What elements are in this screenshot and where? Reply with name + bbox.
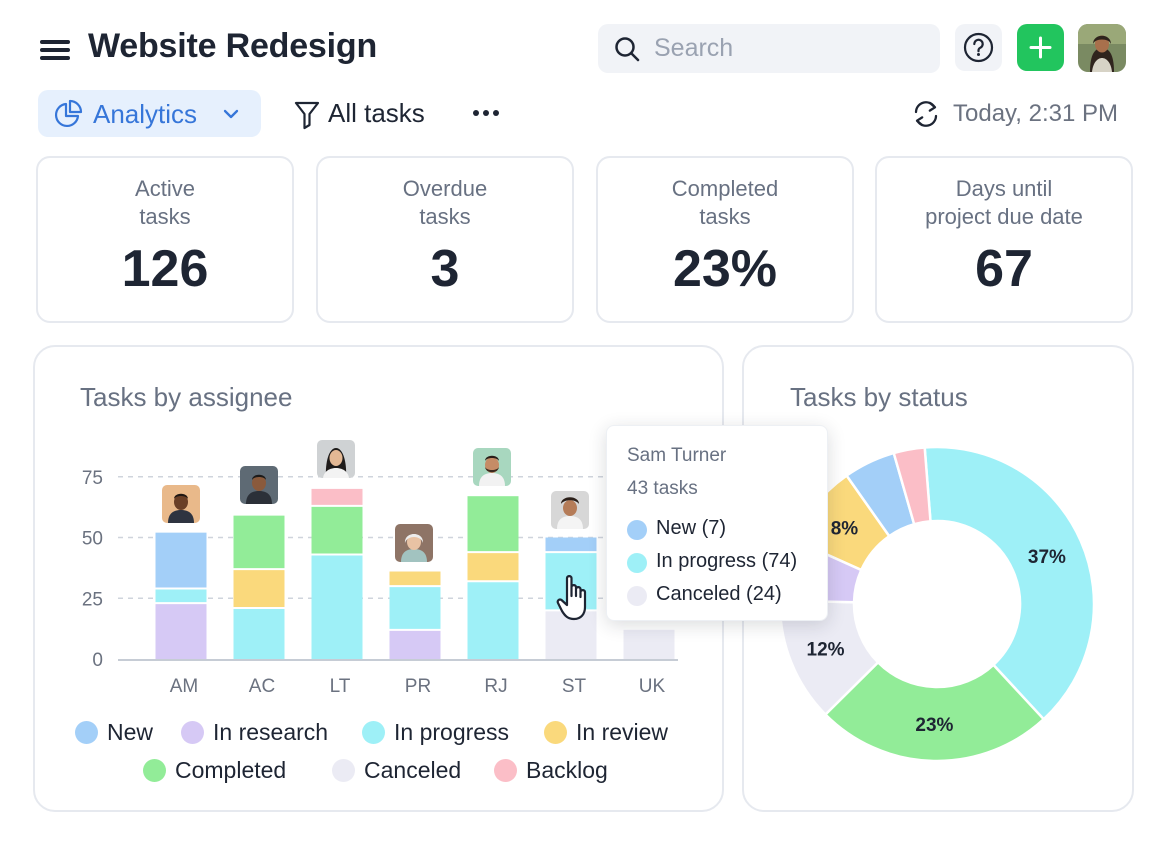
legend-dot (75, 721, 98, 744)
legend-dot (143, 759, 166, 782)
legend-label: In review (576, 719, 669, 745)
tooltip-task-count: 43 tasks (627, 478, 698, 499)
legend-label: Canceled (364, 757, 462, 783)
assignee-avatar-am[interactable] (162, 485, 200, 523)
assignee-tooltip: Sam Turner 43 tasks New (7) In progress … (606, 425, 828, 621)
stat-value: 3 (430, 240, 460, 298)
tooltip-dot (627, 553, 647, 573)
top-bar: Website Redesign (0, 0, 1172, 90)
legend-label: In progress (394, 719, 510, 745)
hamburger-menu-icon[interactable] (40, 38, 70, 62)
plus-icon (1029, 36, 1052, 59)
donut-slice-label: 12% (807, 639, 845, 660)
legend-label: In research (213, 719, 329, 745)
stat-card-completed-tasks: Completed tasks 23% (596, 156, 854, 323)
stat-label: Active tasks (135, 176, 195, 229)
status-chart-title: Tasks by status (790, 382, 968, 412)
tooltip-dot (627, 520, 647, 540)
search-icon (615, 37, 640, 62)
legend-dot (494, 759, 517, 782)
tooltip-row-label: In progress (74) (656, 550, 798, 572)
tooltip-row-label: Canceled (24) (656, 583, 782, 605)
donut-slice-in-progress[interactable] (923, 445, 1096, 721)
legend-dot (332, 759, 355, 782)
search-input[interactable] (652, 24, 922, 73)
chevron-down-icon (223, 109, 239, 119)
filter-label: All tasks (328, 98, 425, 128)
stat-label: Overdue tasks (402, 176, 488, 229)
assignee-avatar-rj[interactable] (473, 448, 511, 486)
assignee-avatar-ac[interactable] (240, 466, 278, 504)
question-icon (963, 32, 994, 63)
tooltip-row-label: New (7) (656, 517, 727, 539)
stat-value: 126 (121, 240, 209, 298)
legend-dot (544, 721, 567, 744)
page-title: Website Redesign (88, 27, 378, 65)
assignee-avatar-pr[interactable] (395, 524, 433, 562)
help-button[interactable] (955, 24, 1002, 71)
assignee-chart-title: Tasks by assignee (80, 382, 293, 412)
stat-card-active-tasks: Active tasks 126 (36, 156, 294, 323)
user-avatar[interactable] (1078, 24, 1126, 72)
legend-label: Completed (175, 757, 287, 783)
legend-dot (181, 721, 204, 744)
stat-label: Days until project due date (925, 176, 1083, 229)
more-options-icon[interactable] (470, 96, 504, 130)
hand-cursor-icon (556, 575, 587, 621)
stat-label: Completed tasks (671, 176, 779, 229)
search-box[interactable] (598, 24, 940, 73)
legend-label: New (107, 719, 154, 745)
pie-chart-icon (54, 99, 83, 128)
stat-value: 67 (975, 240, 1033, 298)
status-donut-chart: 37%23%12%%8% (778, 445, 1096, 763)
tooltip-dot (627, 586, 647, 606)
view-label: Analytics (93, 99, 198, 129)
refresh-icon[interactable] (910, 98, 942, 130)
assignee-avatar-st[interactable] (551, 491, 589, 529)
donut-slice-label: 37% (1028, 547, 1066, 568)
donut-slice-completed[interactable] (823, 660, 1046, 763)
assignee-avatar-lt[interactable] (317, 440, 355, 478)
last-updated-timestamp: Today, 2:31 PM (953, 100, 1118, 127)
legend-dot (362, 721, 385, 744)
legend-label: Backlog (526, 757, 608, 783)
stat-card-days-until-due: Days until project due date 67 (875, 156, 1133, 323)
donut-slice-backlog[interactable] (892, 446, 932, 526)
tooltip-assignee-name: Sam Turner (627, 445, 727, 466)
analytics-view-dropdown[interactable]: Analytics (38, 90, 261, 137)
add-button[interactable] (1017, 24, 1064, 71)
stat-card-overdue-tasks: Overdue tasks 3 (316, 156, 574, 323)
stat-value: 23% (672, 240, 778, 298)
donut-slice-label: 8% (831, 519, 859, 540)
filter-icon (294, 101, 320, 130)
donut-slice-label: 23% (915, 715, 953, 736)
